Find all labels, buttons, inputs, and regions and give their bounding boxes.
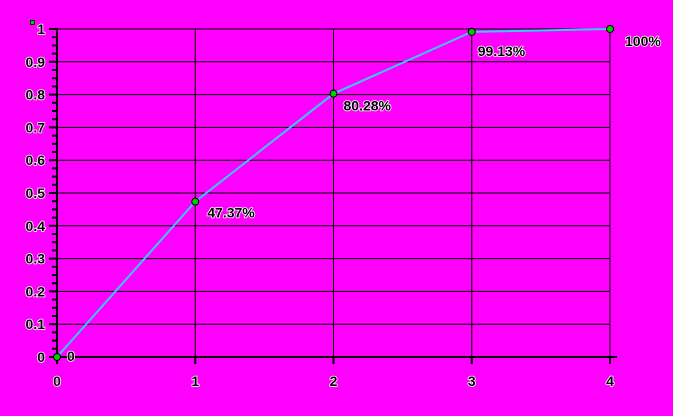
y-tick-label: 0.1	[26, 316, 46, 332]
x-tick-label: 3	[468, 373, 476, 389]
y-tick-label: 0.8	[26, 87, 46, 103]
data-point-label: 99.13%	[478, 43, 526, 59]
y-tick-label: 0.5	[26, 185, 46, 201]
data-point-marker	[53, 353, 61, 361]
x-tick-label: 1	[191, 373, 199, 389]
y-tick-label: 0.3	[26, 251, 46, 267]
y-tick-label: 0	[37, 349, 45, 365]
data-point-label: 80.28%	[344, 98, 392, 114]
stray-marker-artifact	[30, 20, 35, 25]
y-tick-label: 0.2	[26, 283, 46, 299]
y-tick-label: 0.6	[26, 152, 46, 168]
data-point-label: 47.37%	[207, 205, 255, 221]
data-point-marker	[467, 27, 476, 36]
y-tick-label: 0.7	[26, 119, 46, 135]
data-point-label: 100%	[625, 33, 661, 49]
x-tick-label: 4	[606, 373, 614, 389]
y-tick-label: 0.9	[26, 54, 46, 70]
data-point-label: 0	[67, 348, 75, 364]
y-tick-label: 1	[37, 21, 45, 37]
x-tick-label: 0	[53, 373, 61, 389]
data-point-marker	[329, 89, 338, 98]
data-point-marker	[191, 197, 200, 206]
data-point-marker	[606, 25, 614, 33]
x-tick-label: 2	[330, 373, 338, 389]
y-tick-label: 0.4	[26, 218, 46, 234]
